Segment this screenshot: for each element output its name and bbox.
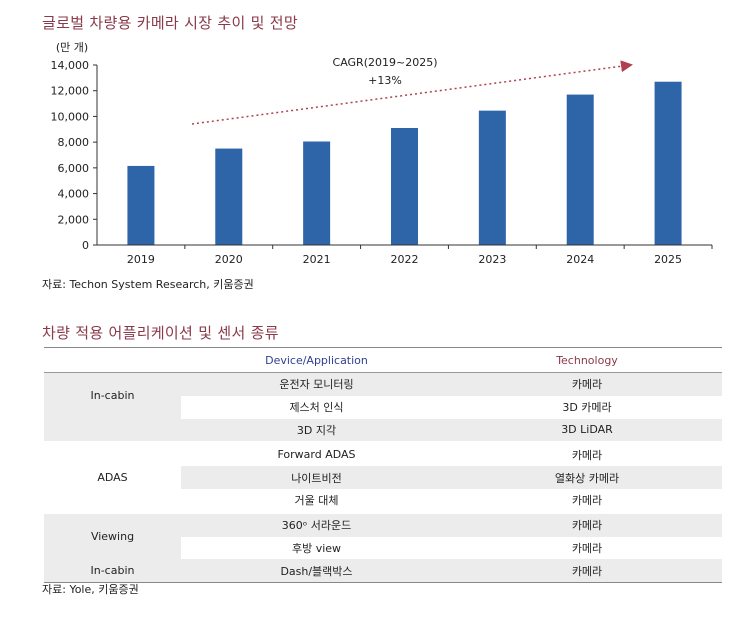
x-tick-label: 2025 bbox=[654, 253, 682, 266]
x-tick-label: 2021 bbox=[303, 253, 331, 266]
bar-2025 bbox=[654, 81, 682, 245]
cagr-label: CAGR(2019~2025) bbox=[333, 56, 438, 69]
y-tick-label: 6,000 bbox=[58, 162, 90, 175]
cagr-trend-arrow bbox=[191, 60, 633, 125]
table-row: Viewing 360ᵒ 서라운드 카메라 bbox=[44, 511, 722, 560]
table-title: 차량 적용 어플리케이션 및 센서 종류 bbox=[42, 324, 279, 342]
device-cell: 후방 view bbox=[291, 541, 342, 555]
bars bbox=[127, 81, 682, 246]
device-cell: 운전자 모니터링 bbox=[181, 372, 452, 396]
table-row: ADAS Forward ADAS 카메라 bbox=[44, 441, 722, 513]
category-cell: ADAS bbox=[44, 441, 181, 513]
table-row: In-cabin 운전자 모니터링 카메라 bbox=[44, 372, 722, 419]
device-cell: Forward ADAS bbox=[181, 441, 452, 467]
category-cell: In-cabin bbox=[44, 372, 181, 419]
category-cell: Viewing bbox=[44, 511, 181, 560]
x-axis: 2019 2020 2021 2022 2023 2024 2025 bbox=[97, 244, 713, 266]
y-tick-label: 14,000 bbox=[51, 59, 90, 72]
table-row: 3D 지각 3D LiDAR bbox=[44, 418, 722, 443]
device-cell: 3D 지각 bbox=[181, 418, 452, 443]
table-row: 나이트비전 열화상 카메라 bbox=[44, 466, 722, 489]
device-cell: 제스처 인식 bbox=[289, 401, 344, 415]
y-axis: 0 2,000 4,000 6,000 8,000 10,000 12,000 14,000 bbox=[51, 59, 98, 252]
y-tick-label: 10,000 bbox=[51, 110, 90, 123]
application-table: Device/Application Technology In-cabin 운… bbox=[44, 347, 722, 584]
header-technology: Technology bbox=[452, 347, 722, 373]
header-blank bbox=[44, 347, 181, 373]
bar-2021 bbox=[303, 141, 331, 245]
technology-cell: 3D 카메라 bbox=[562, 401, 612, 415]
cagr-value: +13% bbox=[368, 74, 402, 87]
x-tick-label: 2023 bbox=[478, 253, 506, 266]
x-tick-label: 2020 bbox=[215, 253, 243, 266]
technology-cell: 카메라 bbox=[452, 372, 722, 396]
device-cell: Dash/블랙박스 bbox=[181, 559, 452, 584]
category-cell: In-cabin bbox=[44, 559, 181, 584]
y-tick-label: 4,000 bbox=[58, 188, 90, 201]
chart-title: 글로벌 차량용 카메라 시장 추이 및 전망 bbox=[42, 14, 299, 32]
bar-2024 bbox=[566, 94, 594, 245]
table-row: In-cabin Dash/블랙박스 카메라 bbox=[44, 559, 722, 584]
table-row: 후방 view 카메라 bbox=[44, 537, 722, 560]
device-cell: 거울 대체 bbox=[294, 494, 339, 508]
y-tick-label: 12,000 bbox=[51, 85, 90, 98]
technology-cell: 카메라 bbox=[452, 511, 722, 537]
bar-2022 bbox=[391, 128, 418, 245]
y-tick-label: 2,000 bbox=[58, 213, 90, 226]
table-source: 자료: Yole, 키움증권 bbox=[42, 583, 139, 596]
chart-source: 자료: Techon System Research, 키움증권 bbox=[42, 278, 254, 291]
device-cell: 나이트비전 bbox=[181, 466, 452, 489]
bar-chart: (만 개) 0 2,000 4,000 6,000 8,000 10,000 12,000 1… bbox=[51, 41, 713, 266]
technology-cell: 카메라 bbox=[571, 494, 603, 508]
x-tick-label: 2024 bbox=[566, 253, 594, 266]
table-row: 거울 대체 카메라 bbox=[44, 489, 722, 513]
x-tick-label: 2019 bbox=[127, 253, 155, 266]
bar-2020 bbox=[215, 148, 243, 245]
y-tick-label: 8,000 bbox=[58, 136, 90, 149]
technology-cell: 카메라 bbox=[452, 559, 722, 584]
category-cell bbox=[44, 418, 181, 443]
technology-cell: 3D LiDAR bbox=[452, 418, 722, 443]
x-tick-label: 2022 bbox=[391, 253, 419, 266]
bar-2023 bbox=[478, 110, 506, 246]
y-unit-label: (만 개) bbox=[56, 41, 88, 54]
technology-cell: 카메라 bbox=[571, 541, 603, 555]
table-row: 제스처 인식 3D 카메라 bbox=[44, 396, 722, 419]
header-device: Device/Application bbox=[181, 347, 452, 373]
table-header-row: Device/Application Technology bbox=[44, 347, 722, 373]
technology-cell: 카메라 bbox=[452, 441, 722, 467]
technology-cell: 열화상 카메라 bbox=[452, 466, 722, 489]
y-tick-label: 0 bbox=[82, 239, 89, 252]
device-cell: 360ᵒ 서라운드 bbox=[181, 511, 452, 537]
bar-2019 bbox=[127, 165, 155, 245]
